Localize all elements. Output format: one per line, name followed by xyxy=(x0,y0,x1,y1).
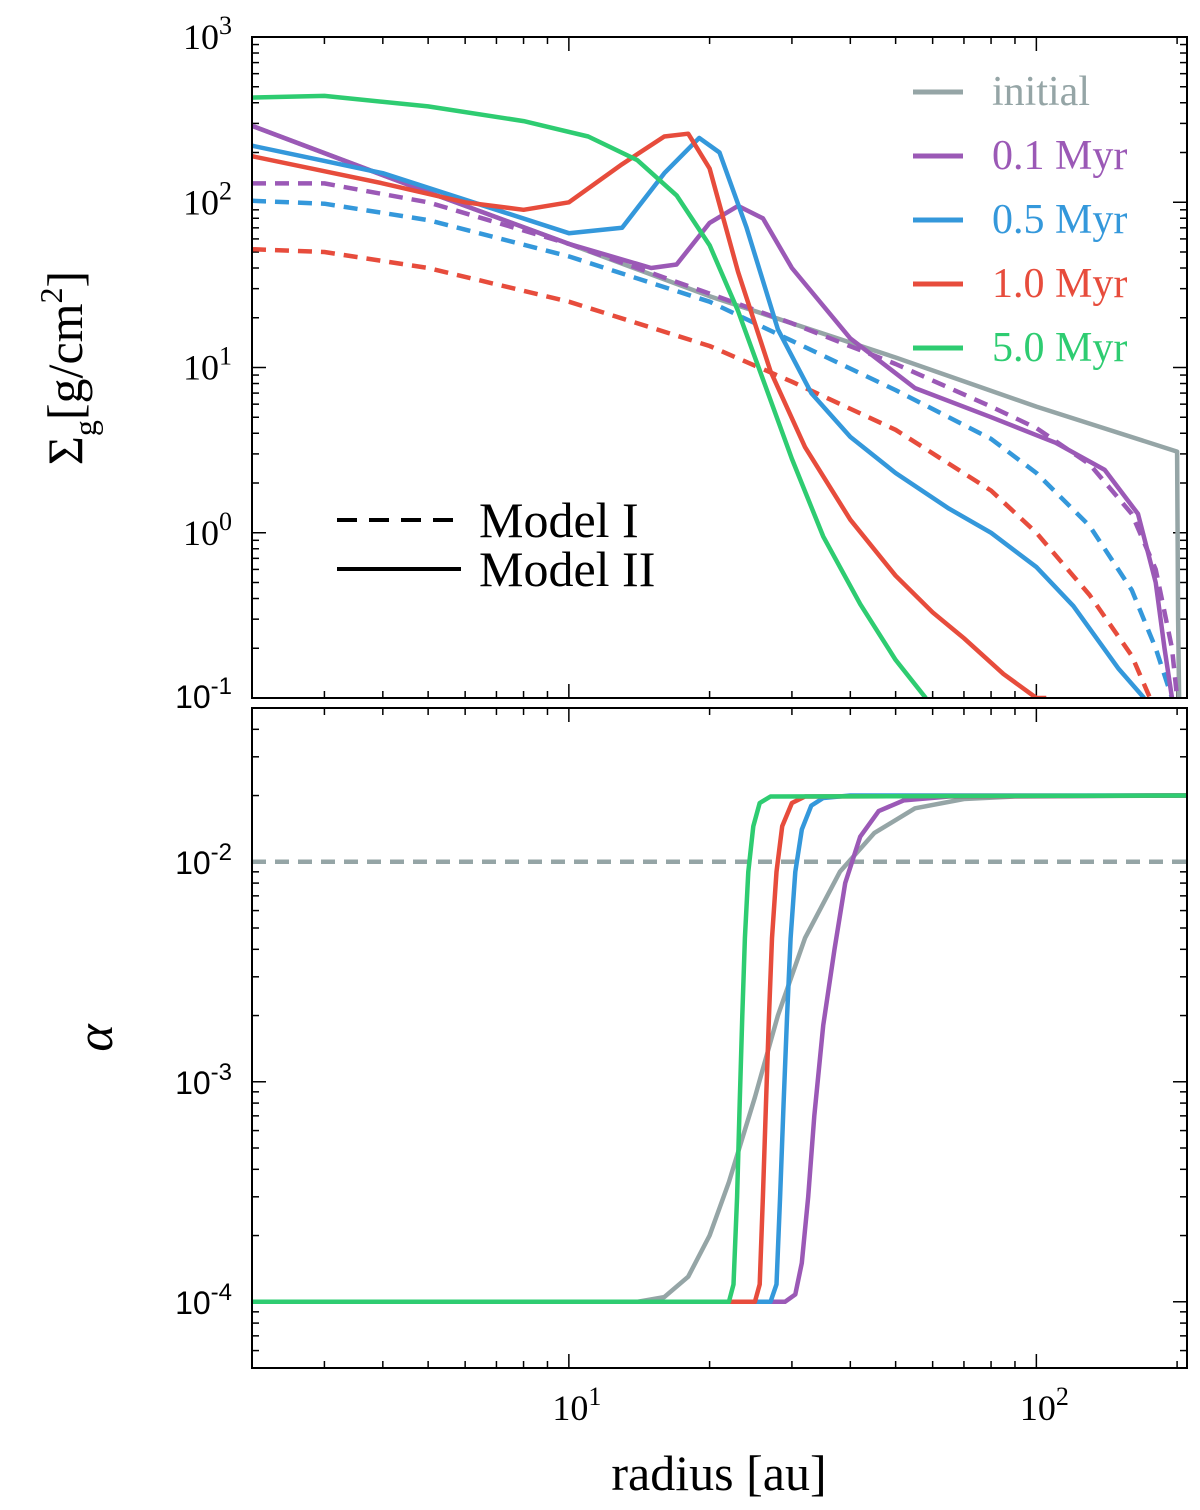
top-series-line-0-5-myr-model-ii xyxy=(252,135,1146,698)
top-series-line-0-1-myr-model-i xyxy=(252,181,1180,698)
top-y-tick-label-base: 10 xyxy=(183,182,219,222)
bottom-y-tick-label-base: 10 xyxy=(175,845,211,881)
top-y-tick-label-base: 10 xyxy=(183,513,219,553)
style-legend-label: Model I xyxy=(479,492,639,548)
bottom-y-tick-label-base: 10 xyxy=(175,1285,211,1321)
top-y-tick-label: 100 xyxy=(183,507,232,553)
top-y-tick-label: 103 xyxy=(183,11,232,57)
top-y-tick-label-base: 10 xyxy=(175,679,211,715)
legend: initial 0.1 Myr 0.5 Myr 1.0 Myr 5.0 Myr xyxy=(913,69,1127,371)
top-y-axis-label-unit: [g/cm xyxy=(37,303,93,420)
bottom-y-tick-label-exp: -3 xyxy=(211,1059,232,1086)
bottom-series-line-0-5-myr xyxy=(252,793,1187,1305)
bottom-x-tick-label: 101 xyxy=(552,1382,601,1428)
top-y-tick-label-exp: -1 xyxy=(211,673,232,700)
legend-label: 1.0 Myr xyxy=(992,261,1127,307)
top-y-axis-label-symbol: Σ xyxy=(37,436,93,465)
top-y-axis-label-sup: 2 xyxy=(33,287,69,303)
top-y-tick-label: 10-1 xyxy=(175,673,232,715)
bottom-series-line-0-1-myr xyxy=(252,793,1187,1305)
bottom-x-tick-label-base: 10 xyxy=(1020,1388,1056,1428)
bottom-x-tick-label: 102 xyxy=(1020,1382,1069,1428)
top-y-axis-label-sub: g xyxy=(67,420,103,436)
bottom-x-tick-label-exp: 2 xyxy=(1056,1382,1069,1411)
bottom-series-line-1-0-myr xyxy=(252,793,1187,1305)
top-y-tick-label-base: 10 xyxy=(183,17,219,57)
bottom-x-tick-label-base: 10 xyxy=(552,1388,588,1428)
top-series-line-0-5-myr-model-i xyxy=(252,198,1175,698)
top-y-tick-label-exp: 2 xyxy=(219,176,232,205)
top-y-tick-label: 101 xyxy=(183,342,232,388)
bottom-series xyxy=(252,793,1187,1305)
bottom-series-line-5-0-myr xyxy=(252,793,1187,1305)
bottom-y-tick-label: 10-2 xyxy=(175,839,232,881)
top-series-line-1-0-myr-model-i xyxy=(252,246,1153,698)
bottom-y-axis-label: α xyxy=(67,1023,124,1052)
legend-label: 0.1 Myr xyxy=(992,133,1127,179)
top-series-line-5-0-myr-model-ii xyxy=(252,93,928,698)
top-y-axis-label: Σg[g/cm2] xyxy=(33,271,103,465)
bottom-y-tick-label-exp: -4 xyxy=(211,1279,232,1306)
legend-label: 5.0 Myr xyxy=(992,325,1127,371)
bottom-frame xyxy=(251,707,1188,1369)
top-y-tick-label-exp: 0 xyxy=(219,507,232,536)
top-y-axis-label-close: ] xyxy=(37,271,93,288)
top-series-line-0-1-myr-model-ii xyxy=(252,123,1175,698)
bottom-series-line-initial xyxy=(252,793,1187,1305)
top-y-tick-label-exp: 1 xyxy=(219,342,232,371)
style-legend-label: Model II xyxy=(479,541,655,597)
bottom-y-tick-label-base: 10 xyxy=(175,1065,211,1101)
top-y-tick-label: 102 xyxy=(183,176,232,222)
legend-label: 0.5 Myr xyxy=(992,197,1127,243)
top-y-tick-label-exp: 3 xyxy=(219,11,232,40)
top-series-line-1-0-myr-model-ii xyxy=(252,131,1047,698)
axis-labels: radius [au] Σg[g/cm2] α xyxy=(33,271,827,1501)
legend-label: initial xyxy=(992,69,1090,115)
bottom-x-tick-label-exp: 1 xyxy=(588,1382,601,1411)
top-series xyxy=(252,93,1182,698)
bottom-y-tick-label: 10-3 xyxy=(175,1059,232,1101)
bottom-ticks xyxy=(252,707,1187,1369)
bottom-y-tick-label: 10-4 xyxy=(175,1279,232,1321)
top-y-tick-label-base: 10 xyxy=(183,348,219,388)
bottom-y-tick-label-exp: -2 xyxy=(211,839,232,866)
top-frame xyxy=(251,36,1188,699)
x-axis-label: radius [au] xyxy=(611,1445,826,1501)
